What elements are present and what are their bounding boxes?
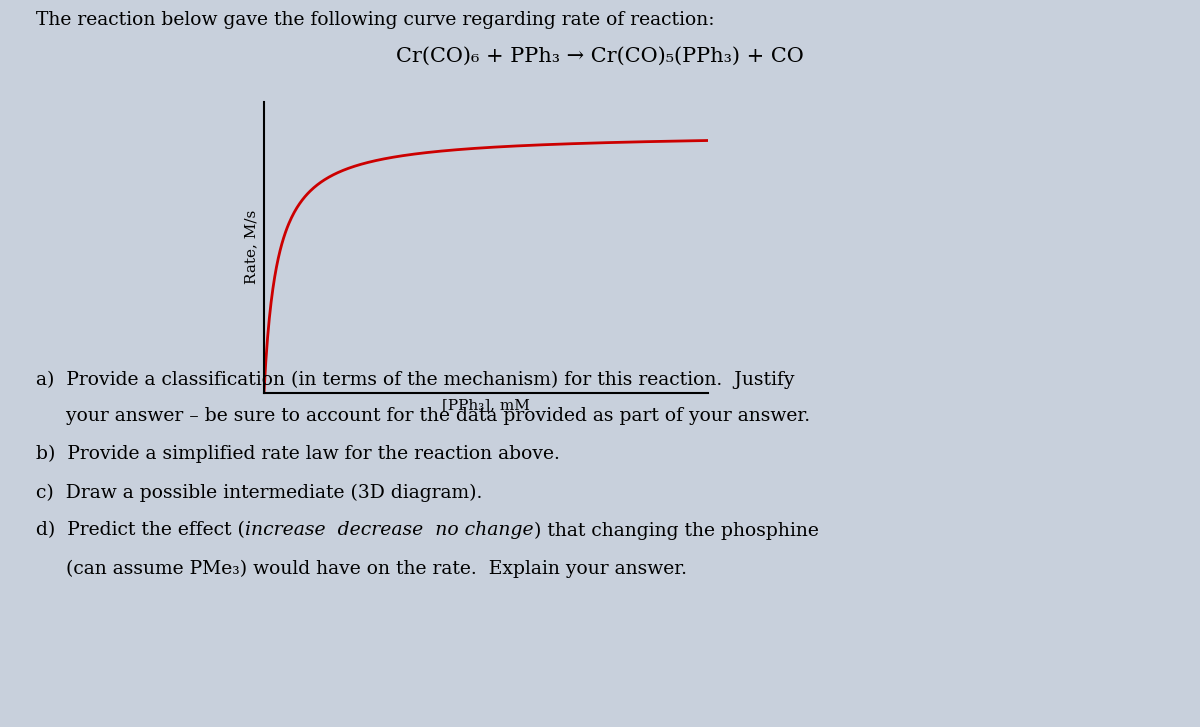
- Y-axis label: Rate, M/s: Rate, M/s: [245, 210, 258, 284]
- Text: b)  Provide a simplified rate law for the reaction above.: b) Provide a simplified rate law for the…: [36, 445, 560, 463]
- Text: The reaction below gave the following curve regarding rate of reaction:: The reaction below gave the following cu…: [36, 11, 714, 29]
- Text: increase  decrease  no change: increase decrease no change: [245, 521, 534, 539]
- Text: a)  Provide a classification (in terms of the mechanism) for this reaction.  Jus: a) Provide a classification (in terms of…: [36, 371, 794, 389]
- Text: d)  Predict the effect (: d) Predict the effect (: [36, 521, 245, 539]
- Text: your answer – be sure to account for the data provided as part of your answer.: your answer – be sure to account for the…: [36, 407, 810, 425]
- Text: (can assume PMe₃) would have on the rate.  Explain your answer.: (can assume PMe₃) would have on the rate…: [36, 560, 686, 578]
- Text: ) that changing the phosphine: ) that changing the phosphine: [534, 521, 818, 539]
- X-axis label: [PPh₃], mM: [PPh₃], mM: [442, 398, 530, 412]
- Text: Cr(CO)₆ + PPh₃ → Cr(CO)₅(PPh₃) + CO: Cr(CO)₆ + PPh₃ → Cr(CO)₅(PPh₃) + CO: [396, 47, 804, 66]
- Text: c)  Draw a possible intermediate (3D diagram).: c) Draw a possible intermediate (3D diag…: [36, 483, 482, 502]
